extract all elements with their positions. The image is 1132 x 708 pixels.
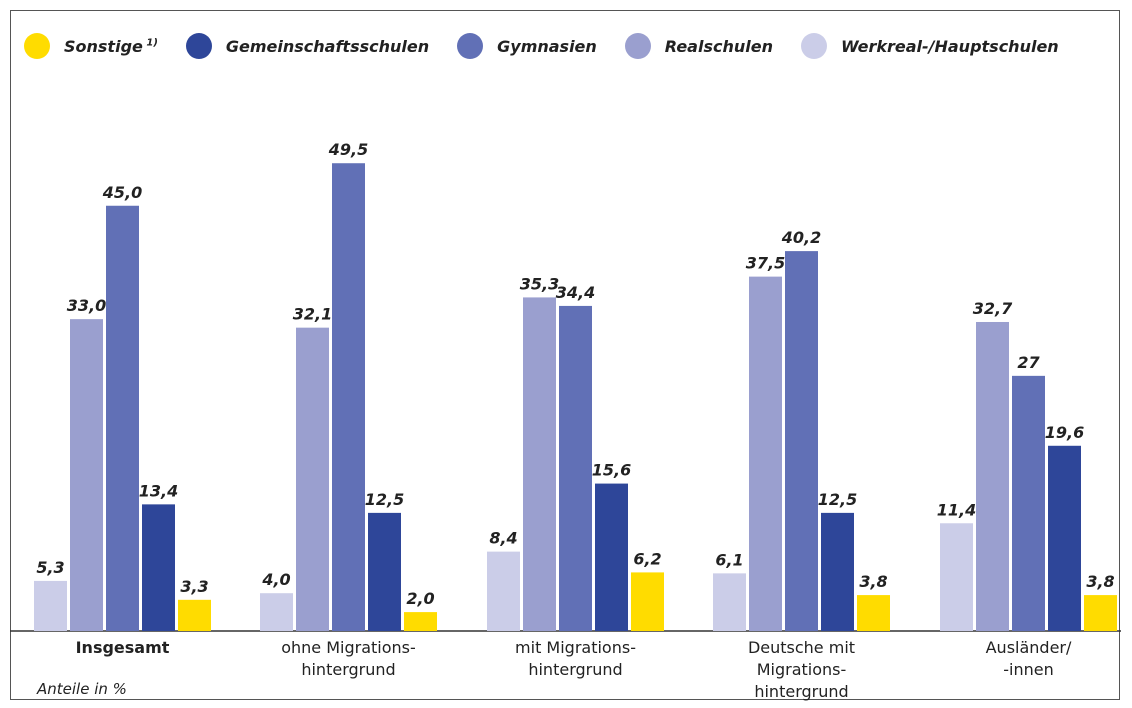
category-label: -innen	[1003, 660, 1053, 679]
data-label: 32,7	[973, 299, 1013, 318]
bar	[713, 573, 746, 631]
legend-swatch	[457, 33, 484, 59]
bar	[142, 504, 175, 631]
data-label: 32,1	[293, 305, 332, 324]
chart-legend: Sonstige 1) Gemeinschaftsschulen Gymnasien…	[24, 33, 1087, 59]
bar	[1084, 595, 1117, 631]
data-label: 12,5	[365, 490, 404, 509]
legend-item: Werkreal-/Hauptschulen	[800, 33, 1059, 59]
legend-swatch	[185, 33, 212, 59]
bar	[178, 599, 211, 631]
bar	[487, 551, 520, 631]
data-label: 37,5	[746, 254, 785, 273]
bar	[559, 305, 592, 631]
unit-note: Anteile in %	[37, 680, 127, 698]
data-label: 6,2	[633, 549, 661, 568]
data-label: 45,0	[102, 183, 142, 202]
legend-label: Werkreal-/Hauptschulen	[840, 36, 1059, 56]
legend-item: Realschulen	[624, 33, 773, 59]
data-label: 3,8	[1086, 572, 1114, 591]
category-label: Insgesamt	[76, 638, 170, 657]
bar	[296, 327, 329, 631]
category-label: hintergrund	[528, 660, 622, 679]
data-label: 34,4	[556, 283, 595, 302]
data-label: 8,4	[489, 529, 517, 548]
category-label: Ausländer/	[986, 638, 1072, 657]
legend-item: Gemeinschaftsschulen	[185, 33, 430, 59]
data-label: 12,5	[818, 490, 857, 509]
bar	[260, 593, 293, 631]
legend-swatch	[800, 33, 827, 59]
data-label: 6,1	[715, 550, 743, 569]
bar	[523, 297, 556, 631]
legend-label: Gymnasien	[497, 36, 597, 56]
category-label: Deutsche mit	[748, 638, 855, 657]
data-label: 15,6	[592, 461, 631, 480]
data-label: 27	[1017, 353, 1040, 372]
data-label: 2,0	[406, 589, 434, 608]
bar	[34, 580, 67, 631]
data-label: 13,4	[139, 481, 178, 500]
data-label: 3,8	[859, 572, 887, 591]
bar	[749, 276, 782, 631]
legend-label: Sonstige 1)	[64, 36, 158, 56]
data-label: 5,3	[36, 558, 64, 577]
data-label: 35,3	[520, 274, 559, 293]
category-label: hintergrund	[754, 682, 848, 701]
data-label: 11,4	[937, 500, 976, 519]
bar	[332, 163, 365, 631]
legend-label: Realschulen	[664, 36, 773, 56]
data-label: 3,3	[180, 577, 208, 596]
legend-swatch	[624, 33, 651, 59]
bar	[404, 612, 437, 631]
bar	[1048, 445, 1081, 631]
bar	[785, 251, 818, 632]
legend-item: Sonstige 1)	[24, 33, 158, 59]
category-label: ohne Migrations-	[281, 638, 416, 657]
bar	[595, 483, 628, 631]
category-label: mit Migrations-	[515, 638, 636, 657]
category-label: hintergrund	[301, 660, 395, 679]
data-label: 49,5	[328, 140, 368, 159]
bar	[857, 595, 890, 631]
bar	[976, 321, 1009, 631]
data-label: 4,0	[261, 570, 290, 589]
bar	[940, 523, 973, 631]
legend-swatch	[24, 33, 50, 59]
bar	[1012, 375, 1045, 631]
legend-item: Gymnasien	[457, 33, 597, 59]
bar	[368, 512, 401, 631]
bar	[821, 512, 854, 631]
bar	[106, 205, 139, 631]
data-label: 40,2	[781, 228, 821, 247]
category-label: Migrations-	[757, 660, 847, 679]
data-label: 19,6	[1045, 423, 1084, 442]
bar	[631, 572, 664, 631]
bar	[70, 319, 103, 631]
data-label: 33,0	[67, 296, 106, 315]
legend-label: Gemeinschaftsschulen	[225, 36, 430, 56]
